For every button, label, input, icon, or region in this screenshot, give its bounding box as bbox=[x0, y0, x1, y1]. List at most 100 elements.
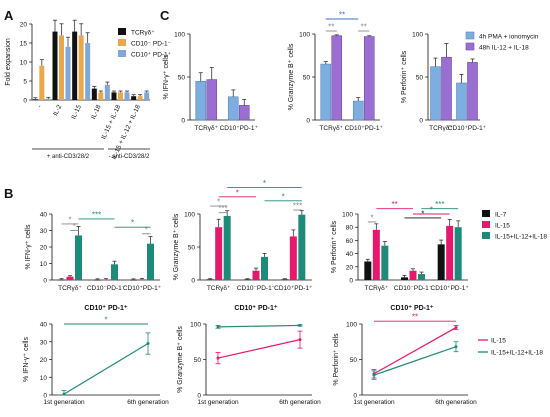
bar-cd10-pos bbox=[65, 46, 71, 100]
x-tick-label: CD10⁺PD-1⁺ bbox=[123, 285, 162, 292]
y-tick-label: 50 bbox=[303, 75, 311, 82]
bar-il15 bbox=[66, 276, 74, 280]
x-tick-label: CD10⁺PD-1⁺ bbox=[431, 285, 470, 292]
y-tick-label: 0 bbox=[349, 278, 353, 285]
significance-label: *** bbox=[435, 200, 444, 209]
group-label: + anti-CD3/28/2 bbox=[47, 154, 90, 160]
bar-il7 bbox=[94, 279, 101, 281]
significance-label: *** bbox=[92, 210, 101, 219]
x-tick-label: TCRγδ⁺ bbox=[429, 125, 453, 132]
bar-cd10-neg bbox=[118, 92, 123, 100]
bar-il15 bbox=[138, 279, 146, 280]
legend-swatch bbox=[482, 210, 490, 217]
significance-label: * bbox=[430, 206, 433, 215]
data-point bbox=[454, 345, 458, 349]
x-tick-label: 6th generation bbox=[127, 399, 169, 406]
legend-label: IL-15+IL-12+IL-18 bbox=[491, 350, 543, 357]
bar-il15-il12-il18 bbox=[147, 243, 154, 280]
y-tick-label: 0 bbox=[43, 278, 47, 285]
bar-pma-ionomycin bbox=[430, 66, 441, 121]
significance-label: * bbox=[68, 215, 71, 224]
data-point bbox=[372, 373, 376, 377]
bar-il15 bbox=[409, 270, 417, 280]
legend-swatch bbox=[465, 31, 475, 40]
x-tick-label: TCRγδ⁺ bbox=[194, 125, 218, 132]
x-tick-label: CD10⁺PD-1⁺ bbox=[274, 285, 313, 292]
bar-il15-il12-il18 bbox=[111, 264, 118, 280]
panel-subtitle: CD10⁺ PD-1⁺ bbox=[390, 305, 433, 312]
series-line-il15-il12-il18 bbox=[217, 324, 301, 328]
bar-pma-ionomycin bbox=[227, 96, 239, 121]
bar-il7 bbox=[206, 279, 214, 280]
legend-label: 48h IL-12 + IL-18 bbox=[479, 45, 529, 52]
bar-il12-il18 bbox=[331, 35, 343, 121]
x-tick-label: 6th generation bbox=[435, 399, 477, 406]
y-tick-label: 40 bbox=[346, 251, 354, 258]
bar-il15-il12-il18 bbox=[223, 215, 231, 280]
bar-cd10-neg bbox=[137, 96, 143, 100]
y-tick-label: 30 bbox=[40, 228, 48, 235]
y-tick-label: 20 bbox=[346, 264, 354, 271]
y-tick-label: 20 bbox=[40, 245, 48, 252]
x-tick-label: 1st generation bbox=[197, 399, 239, 406]
x-tick-label: IL-2 bbox=[52, 104, 63, 117]
y-tick-label: 100 bbox=[174, 32, 185, 39]
y-tick-label: 15 bbox=[20, 41, 28, 48]
bar-cd10-neg bbox=[98, 92, 104, 100]
legend-label: CD10⁻ PD-1⁻ bbox=[131, 41, 172, 48]
x-tick-label: IL-15 bbox=[70, 104, 83, 121]
bar-il15-il12-il18 bbox=[381, 245, 389, 280]
y-tick-label: 40 bbox=[40, 322, 48, 329]
significance-label: * bbox=[371, 213, 374, 222]
bar-il7 bbox=[437, 244, 445, 280]
data-point bbox=[216, 325, 220, 329]
y-tick-label: 0 bbox=[197, 393, 201, 400]
x-tick-label: CD10⁺PD-1⁺ bbox=[448, 125, 487, 132]
bar-il12-il18 bbox=[206, 79, 218, 121]
y-axis-label: % Perforin⁺ cells bbox=[331, 220, 338, 273]
bar-cd10-pos bbox=[85, 43, 91, 100]
y-tick-label: 0 bbox=[353, 393, 357, 400]
x-tick-label: TCRγδ⁺ bbox=[58, 285, 82, 292]
chart-b-ifng: 0 10 20 30 40 % IFN-γ⁺ cells TCRγδ⁺ CD10⁻PD-1⁻C… bbox=[25, 210, 162, 292]
y-tick-label: 50 bbox=[188, 245, 196, 252]
bar-il15-il12-il18 bbox=[75, 235, 82, 280]
legend-label: 4h PMA + ionomycin bbox=[479, 34, 539, 41]
y-tick-label: 10 bbox=[40, 261, 48, 268]
y-axis-label: % IFN-γ⁺ cells bbox=[23, 337, 30, 382]
series-line-il15-il12-il18 bbox=[63, 343, 149, 395]
y-tick-label: 0 bbox=[306, 118, 310, 125]
bar-il15-il12-il18 bbox=[454, 227, 462, 280]
bar-il7 bbox=[281, 279, 289, 280]
chart-b-line-granzyme: CD10⁺ PD-1⁺ 0 50 100 % Granzyme B⁺ cells 1st … bbox=[177, 305, 321, 406]
bar-tcr bbox=[91, 88, 97, 100]
x-tick-label: CD10⁻PD-1⁻ bbox=[394, 285, 433, 292]
y-tick-label: 0 bbox=[419, 118, 423, 125]
bar-il15-il12-il18 bbox=[261, 256, 268, 280]
y-tick-label: 0 bbox=[23, 98, 27, 105]
bar-tcr bbox=[52, 31, 58, 101]
significance-label: ** bbox=[339, 11, 345, 20]
bar-pma-ionomycin bbox=[456, 82, 467, 121]
bar-il7 bbox=[364, 261, 372, 280]
legend-swatch bbox=[118, 50, 126, 57]
series-line-il15 bbox=[217, 339, 301, 359]
x-tick-label: 1st generation bbox=[353, 399, 395, 406]
chart-b-line-perforin: CD10⁺ PD-1⁺ 0 50 100 % Perforin⁺ cells 1st ge… bbox=[333, 305, 543, 406]
chart-b-perforin: 0 20 40 60 80 100 % Perforin⁺ cells TCRγδ⁺ CD10⁻… bbox=[331, 200, 547, 292]
bar-il7 bbox=[401, 277, 408, 280]
bar-cd10-pos bbox=[104, 84, 110, 100]
x-tick-label: CD10⁻PD-1⁻ bbox=[87, 285, 126, 292]
chart-c-perforin: 0 50 100 % Perforin⁺ cells TCRγδ⁺CD10⁺PD-1⁺ 4… bbox=[401, 32, 539, 133]
bar-pma-ionomycin bbox=[195, 81, 207, 121]
y-axis-label: % Perforin⁺ cells bbox=[401, 50, 408, 103]
significance-label: ** bbox=[361, 23, 367, 32]
significance-label: * bbox=[145, 225, 148, 234]
legend-label: CD10⁺ PD-1⁺ bbox=[131, 52, 172, 59]
legend-swatch bbox=[482, 232, 490, 239]
data-point bbox=[216, 356, 220, 360]
bar-tcr bbox=[111, 92, 117, 100]
legend-swatch bbox=[465, 42, 475, 51]
bar-cd10-neg bbox=[78, 35, 84, 100]
